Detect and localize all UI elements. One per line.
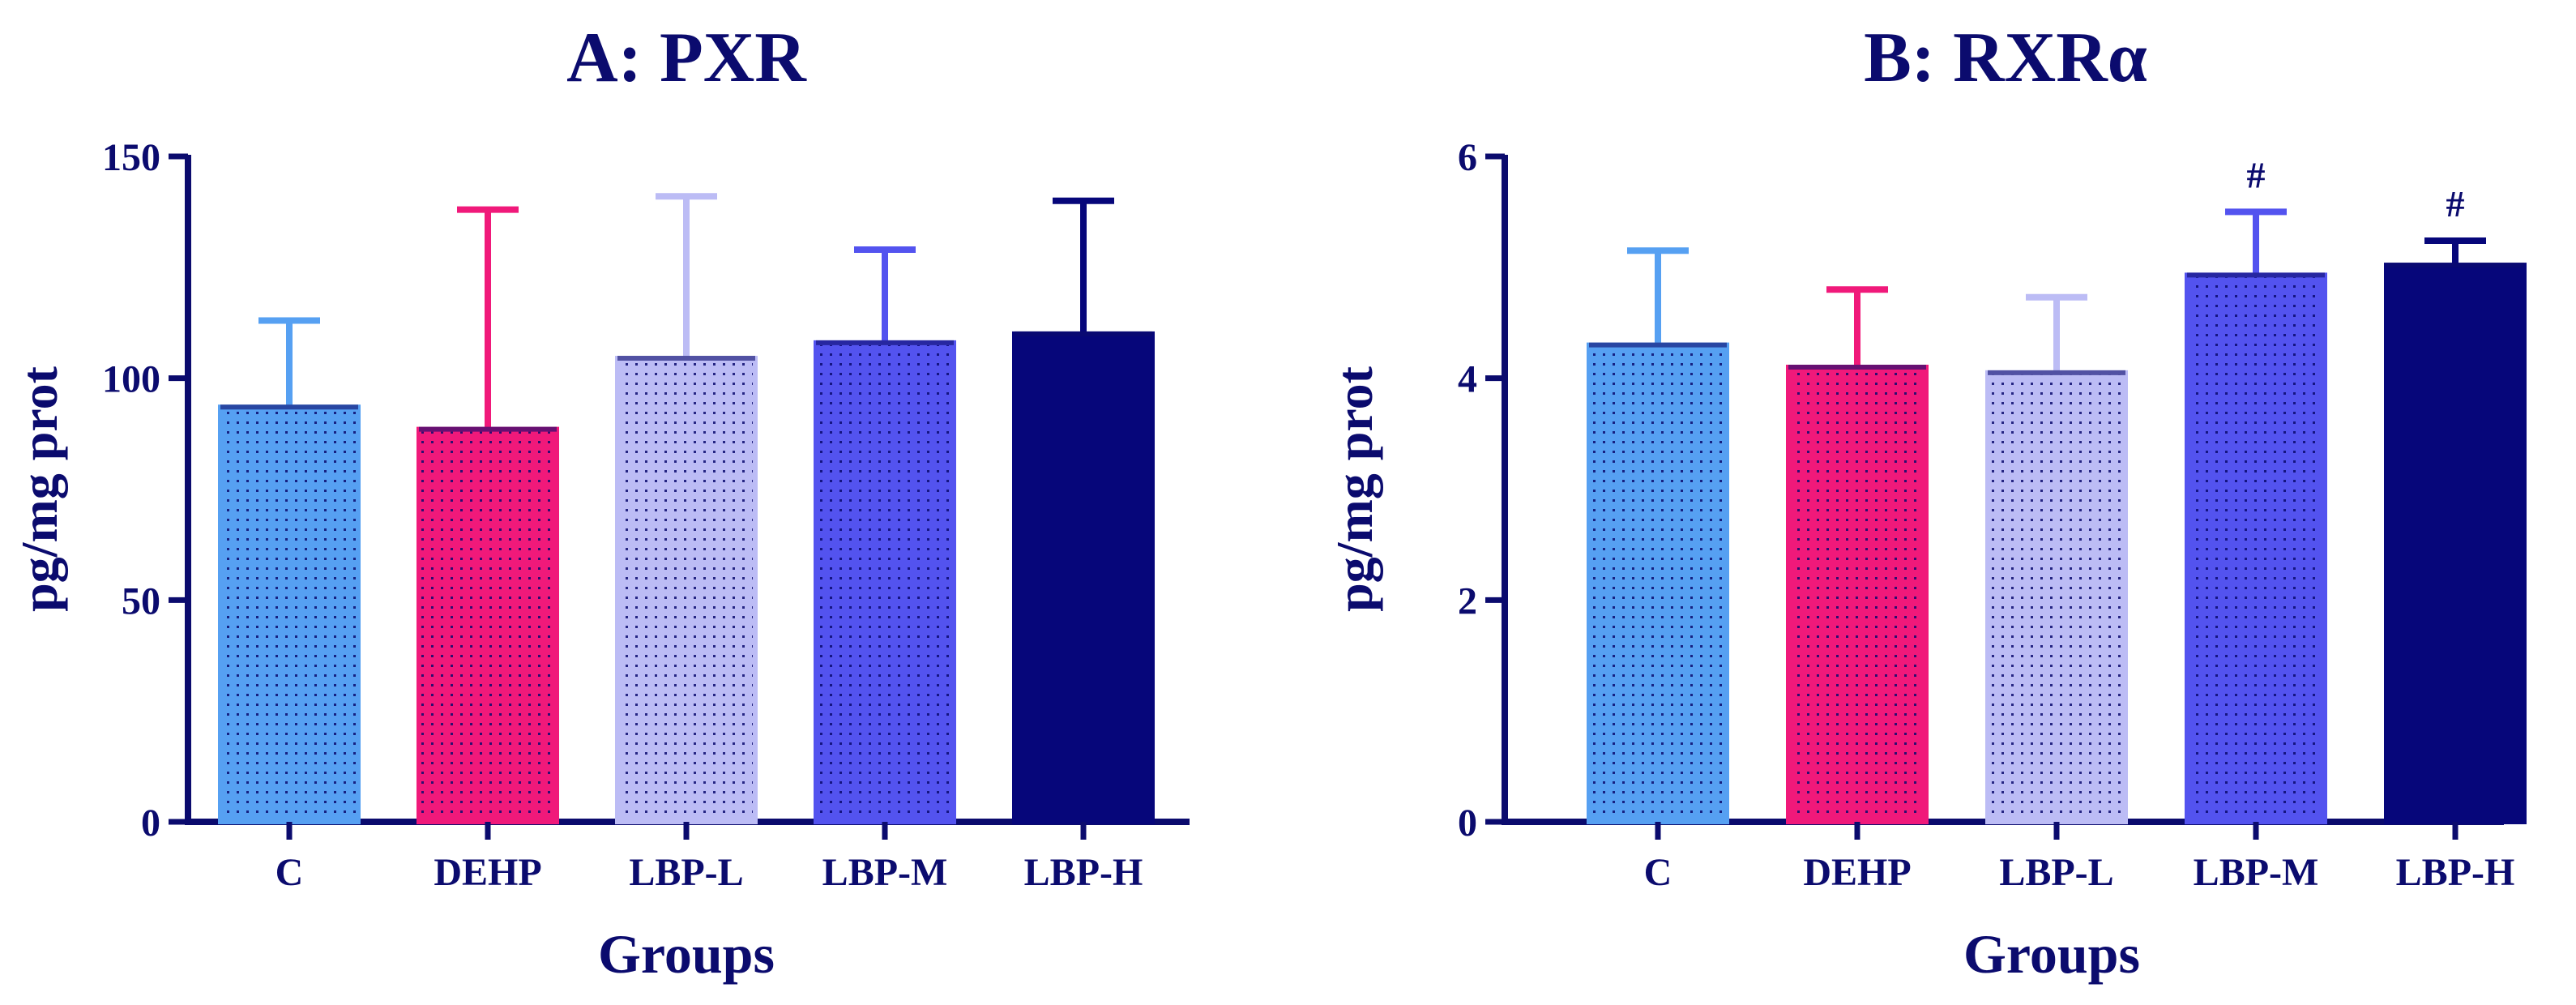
y-tick-label: 2 (1458, 579, 1477, 622)
x-tick-label: LBP-H (2396, 851, 2515, 894)
x-tick-label: LBP-H (1024, 851, 1143, 894)
y-tick-label: 0 (1458, 802, 1477, 845)
x-tick-label: LBP-M (2194, 851, 2319, 894)
y-tick-label: 100 (102, 358, 160, 401)
y-tick-label: 6 (1458, 136, 1477, 179)
chart-title: B: RXRα (1864, 19, 2147, 97)
y-tick-label: 0 (141, 802, 160, 845)
bar-dehp (417, 426, 559, 824)
bar-c (218, 404, 361, 824)
x-tick-label: C (1644, 851, 1672, 894)
x-tick-label: DEHP (434, 851, 541, 894)
x-tick-label: LBP-M (822, 851, 948, 894)
x-tick-label: LBP-L (1999, 851, 2113, 894)
x-axis-label: Groups (1963, 923, 2140, 985)
bar-lbp-l (1985, 370, 2128, 824)
x-tick-label: LBP-L (629, 851, 743, 894)
chart-pxr: A: PXR 0 50 100 150 pg/mg prot Groups C DEHP LBP-… (11, 19, 1190, 985)
x-tick-label: DEHP (1803, 851, 1911, 894)
x-tick-label: C (276, 851, 304, 894)
bar-lbp-l (615, 356, 758, 824)
y-tick-label: 150 (102, 136, 160, 179)
y-axis-label: pg/mg prot (11, 366, 68, 612)
chart-title: A: PXR (566, 19, 807, 97)
bar-dehp (1786, 364, 1929, 824)
bar-lbp-m (814, 340, 956, 824)
y-tick-label: 50 (122, 579, 160, 622)
bar-lbp-h (2384, 263, 2527, 824)
bar-c (1587, 342, 1729, 825)
significance-marker: # (2247, 154, 2266, 195)
bar-lbp-h (1012, 331, 1155, 824)
significance-marker: # (2446, 183, 2465, 225)
chart-rxra: B: RXRα 0 2 4 6 pg/mg prot Groups C DEHP LBP-L LBP… (1326, 19, 2527, 985)
bar-lbp-m (2185, 272, 2327, 824)
y-tick-label: 4 (1458, 358, 1477, 401)
x-axis-label: Groups (598, 923, 775, 985)
y-axis-label: pg/mg prot (1326, 366, 1383, 612)
